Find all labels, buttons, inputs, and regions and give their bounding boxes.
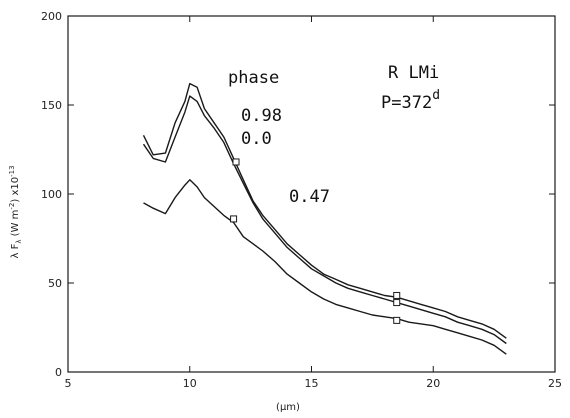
y-tick-label: 50 [48, 277, 62, 290]
phase-047-label: 0.47 [289, 187, 330, 207]
x-tick-label: 5 [65, 377, 72, 390]
x-axis-title: (μm) [276, 402, 300, 413]
phase-00-label: 0.0 [241, 129, 272, 149]
data-marker-square [393, 291, 401, 299]
y-tick-label: 150 [41, 99, 62, 112]
y-title-sub: λ [15, 240, 23, 244]
period-value: P=372 [381, 93, 432, 113]
y-title-units: (W m [10, 210, 21, 240]
series-line-phase-098 [142, 82, 507, 339]
data-marker-square [393, 316, 401, 324]
y-tick-label: 100 [41, 188, 62, 201]
series-line-phase-00 [142, 95, 507, 345]
x-tick-label: 20 [426, 377, 440, 390]
series-line-phase-047 [143, 179, 507, 355]
x-tick-label: 25 [548, 377, 562, 390]
star-name-label: R LMi [388, 63, 439, 83]
phase-098-label: 0.98 [241, 106, 282, 126]
y-title-close: ) x10 [10, 177, 21, 203]
x-tick-label: 10 [183, 377, 197, 390]
series-layer [142, 82, 507, 355]
y-tick-label: 0 [55, 366, 62, 379]
period-superscript: d [432, 88, 440, 103]
period-label: P=372d [381, 88, 440, 113]
marker-layer [230, 158, 401, 324]
x-axis: 5 10 15 20 25 [65, 16, 562, 390]
data-marker-square [232, 158, 240, 166]
svg-text:λ Fλ (W m-2) x10-13: λ Fλ (W m-2) x10-13 [8, 165, 23, 258]
y-tick-label: 200 [41, 10, 62, 23]
data-marker-square [393, 299, 401, 307]
y-title-scale-exp: -13 [8, 165, 16, 176]
phase-label: phase [228, 68, 279, 88]
y-title-main: λ F [10, 243, 21, 258]
y-axis: 0 50 100 150 200 [41, 10, 555, 379]
data-marker-square [230, 215, 238, 223]
x-tick-label: 15 [305, 377, 319, 390]
y-axis-title: λ Fλ (W m-2) x10-13 [8, 165, 23, 258]
y-title-unit-exp: -2 [8, 203, 16, 210]
